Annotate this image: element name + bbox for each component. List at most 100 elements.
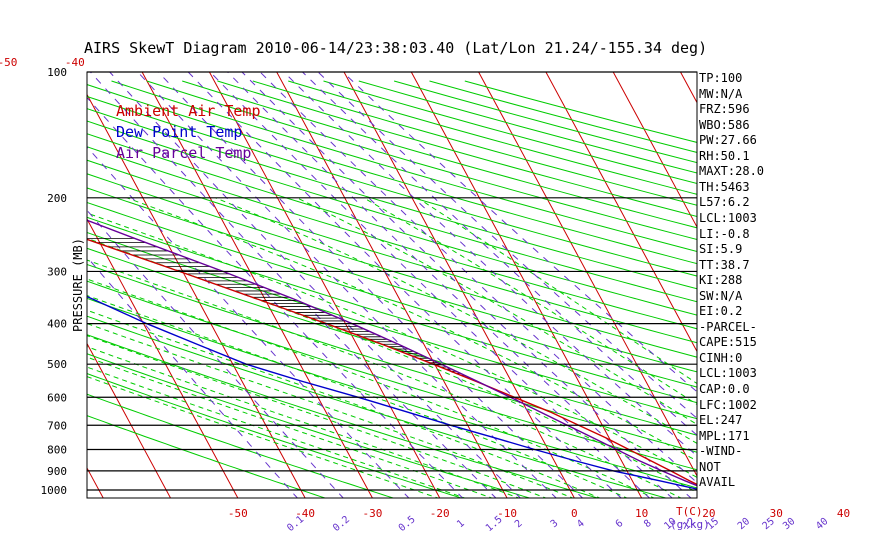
sounding-stat: CAPE:515: [699, 335, 757, 350]
dry-adiabat-line: [87, 133, 697, 316]
sounding-stat: EL:247: [699, 413, 743, 428]
sounding-stat: EI:0.2: [699, 304, 743, 319]
dry-adiabat-line: [87, 297, 697, 489]
dry-adiabat-line: [358, 80, 697, 174]
legend-ambient: Ambient Air Temp: [116, 102, 261, 120]
sounding-stat: TT:38.7: [699, 257, 750, 272]
parcel-temp-line: [87, 219, 697, 487]
isotherm-line: [545, 72, 697, 353]
bottom-temperature-tick-label: -20: [430, 507, 450, 520]
grid-lines: [0, 72, 870, 498]
moist-adiabat-line: [87, 212, 697, 478]
pressure-tick-label: 600: [47, 391, 67, 404]
mixing-ratio-line: [87, 96, 464, 498]
sounding-stat: NOT: [699, 459, 721, 474]
pressure-tick-label: 100: [47, 66, 67, 79]
sounding-stat: TH:5463: [699, 179, 750, 194]
dry-adiabat-line: [87, 120, 697, 303]
moist-adiabat-line: [87, 376, 440, 498]
chart-title: AIRS SkewT Diagram 2010-06-14/23:38:03.4…: [84, 39, 707, 57]
dry-adiabat-line: [464, 80, 697, 143]
moist-adiabat-line: [87, 309, 601, 498]
mixing-ratio-label: 8: [642, 518, 654, 530]
plot-frame: [86, 71, 698, 499]
sounding-stat: -PARCEL-: [699, 319, 757, 334]
dry-adiabat-line: [87, 280, 697, 471]
isotherm-line: [343, 72, 575, 498]
mixing-ratio-label: 1: [455, 518, 467, 530]
top-temperature-tick-label: -50: [0, 56, 17, 69]
moist-adiabat-line: [87, 259, 682, 498]
cape-hatching: [87, 237, 486, 386]
legend-parcel: Air Parcel Temp: [116, 144, 251, 162]
sounding-stat: CINH:0: [699, 350, 743, 365]
legend: Ambient Air Temp Dew Point Temp Air Parc…: [116, 102, 261, 162]
sounding-stat: LFC:1002: [699, 397, 757, 412]
isotherm-line: [748, 72, 870, 498]
pressure-tick-label: 800: [47, 443, 67, 456]
dry-adiabat-line: [87, 173, 697, 358]
isotherm-line: [0, 72, 36, 498]
sounding-stat: -WIND-: [699, 444, 743, 459]
isotherm-line: [478, 72, 697, 477]
mixing-ratio-label: 0.5: [397, 514, 418, 534]
mixing-ratio-label: 3: [549, 518, 561, 530]
moist-adiabat-line: [87, 295, 628, 498]
mixing-ratio-label: 4: [575, 518, 587, 530]
dry-adiabat-line: [111, 80, 697, 252]
dry-adiabat-line: [182, 80, 697, 229]
pressure-tick-label: 900: [47, 465, 67, 478]
sounding-stat: RH:50.1: [699, 148, 750, 163]
sounding-stat: SW:N/A: [699, 288, 743, 303]
mixing-ratio-line: [209, 72, 651, 498]
mixing-ratio-line: [302, 72, 697, 436]
mixing-ratio-line: [187, 72, 622, 498]
dry-adiabat-line: [87, 108, 697, 290]
mixing-ratio-label: 6: [614, 518, 626, 530]
pressure-tick-label: 500: [47, 358, 67, 371]
dry-adiabat-line: [87, 201, 697, 388]
isotherm-line: [87, 466, 104, 498]
mixing-ratio-label: 20: [736, 516, 752, 532]
moist-adiabat-line: [87, 278, 655, 498]
sounding-stat: SI:5.9: [699, 242, 743, 257]
x-axis-unit-label: T(C): [676, 505, 703, 518]
sounding-stat: AVAIL: [699, 475, 736, 490]
isotherm-line: [87, 342, 171, 498]
mixing-ratio-label: 30: [781, 516, 797, 532]
dry-adiabat-line: [87, 247, 697, 436]
isotherm-line: [410, 72, 643, 498]
bottom-temperature-tick-label: 20: [702, 507, 715, 520]
sounding-stat: MAXT:28.0: [699, 164, 765, 179]
mixing-ratio-label: 2: [513, 518, 525, 530]
dry-adiabat-line: [146, 80, 697, 241]
profile-lines: [87, 219, 697, 490]
dry-adiabat-line: [87, 159, 697, 344]
mixing-ratio-unit-label: (g/kg): [670, 518, 710, 531]
moist-adiabat-line: [87, 356, 494, 498]
mixing-ratio-label: 0.2: [331, 514, 352, 534]
dry-adiabat-line: [87, 263, 697, 453]
bottom-temperature-tick-label: -40: [295, 507, 315, 520]
dry-adiabat-line: [87, 353, 530, 498]
mixing-ratio-line: [342, 72, 697, 393]
pressure-tick-label: 400: [47, 318, 67, 331]
mixing-ratio-line: [109, 72, 522, 498]
isotherm-line: [208, 72, 441, 498]
sounding-stat: PW:27.66: [699, 133, 757, 148]
bottom-temperature-tick-label: -10: [497, 507, 517, 520]
dry-adiabat-line: [87, 95, 697, 277]
dewpoint-temp-line: [87, 295, 697, 490]
moist-adiabat-line: [87, 323, 574, 498]
dry-adiabat-line: [87, 315, 666, 498]
ambient-temp-line: [87, 238, 697, 486]
pressure-tick-label: 700: [47, 419, 67, 432]
y-axis-label: PRESSURE (MB): [71, 238, 85, 332]
dry-adiabat-line: [393, 80, 697, 164]
mixing-ratio-line: [317, 72, 697, 419]
bottom-temperature-tick-label: 0: [571, 507, 578, 520]
mixing-ratio-line: [227, 72, 673, 498]
sounding-stat: KI:288: [699, 273, 743, 288]
dry-adiabat-line: [87, 393, 394, 498]
